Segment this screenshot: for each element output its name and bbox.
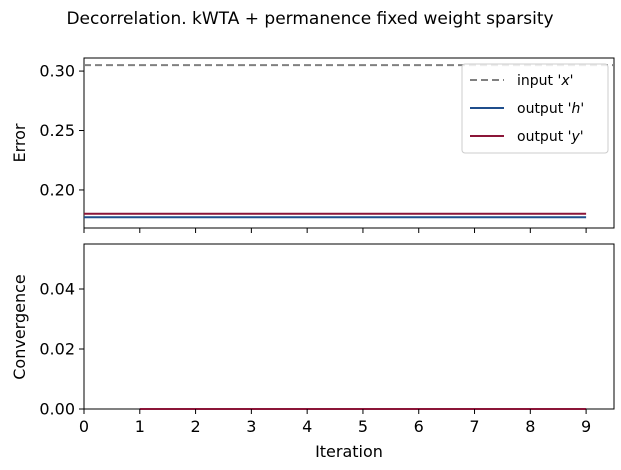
x-tick-label: 8	[525, 417, 535, 436]
error-y-axis-label: Error	[10, 123, 29, 162]
error-y-ticks: 0.20 0.25 0.30	[39, 62, 84, 199]
x-tick-label: 5	[358, 417, 368, 436]
x-tick-label: 4	[302, 417, 312, 436]
convergence-y-ticks: 0.00 0.02 0.04	[39, 280, 84, 419]
legend-box	[461, 63, 609, 154]
x-tick-label: 7	[469, 417, 479, 436]
legend-label-0: input 'x'	[517, 73, 573, 89]
error-x-ticks	[83, 228, 587, 233]
x-tick-label: 9	[581, 417, 591, 436]
error-y-tick-label: 0.30	[39, 62, 75, 81]
error-y-tick-label: 0.20	[39, 180, 75, 199]
legend: input 'x' output 'h' output 'y'	[461, 63, 609, 154]
x-axis-label: Iteration	[315, 442, 383, 461]
convergence-y-tick-label: 0.04	[39, 280, 75, 299]
convergence-panel: 0.00 0.02 0.04 0 1 2 3 4 5 6 7 8 9 Convergence Iter…	[10, 243, 615, 461]
figure-title: Decorrelation. kWTA + permanence fixed w…	[66, 9, 553, 29]
convergence-y-tick-label: 0.00	[39, 400, 75, 419]
convergence-y-axis-label: Convergence	[10, 274, 29, 380]
error-plot-frame	[83, 57, 615, 229]
x-tick-label: 1	[135, 417, 145, 436]
x-tick-label: 3	[246, 417, 256, 436]
x-tick-label: 0	[79, 417, 89, 436]
x-tick-label: 2	[190, 417, 200, 436]
legend-label-2: output 'y'	[517, 129, 584, 145]
legend-items: input 'x' output 'h' output 'y'	[470, 73, 584, 145]
convergence-x-ticks: 0 1 2 3 4 5 6 7 8 9	[79, 409, 591, 436]
legend-label-1: output 'h'	[517, 101, 584, 117]
error-y-tick-label: 0.25	[39, 121, 75, 140]
x-tick-label: 6	[414, 417, 424, 436]
error-panel: 0.20 0.25 0.30 Error input 'x' output 'h' ou…	[10, 57, 615, 233]
convergence-plot-frame	[83, 243, 615, 410]
convergence-y-tick-label: 0.02	[39, 340, 75, 359]
